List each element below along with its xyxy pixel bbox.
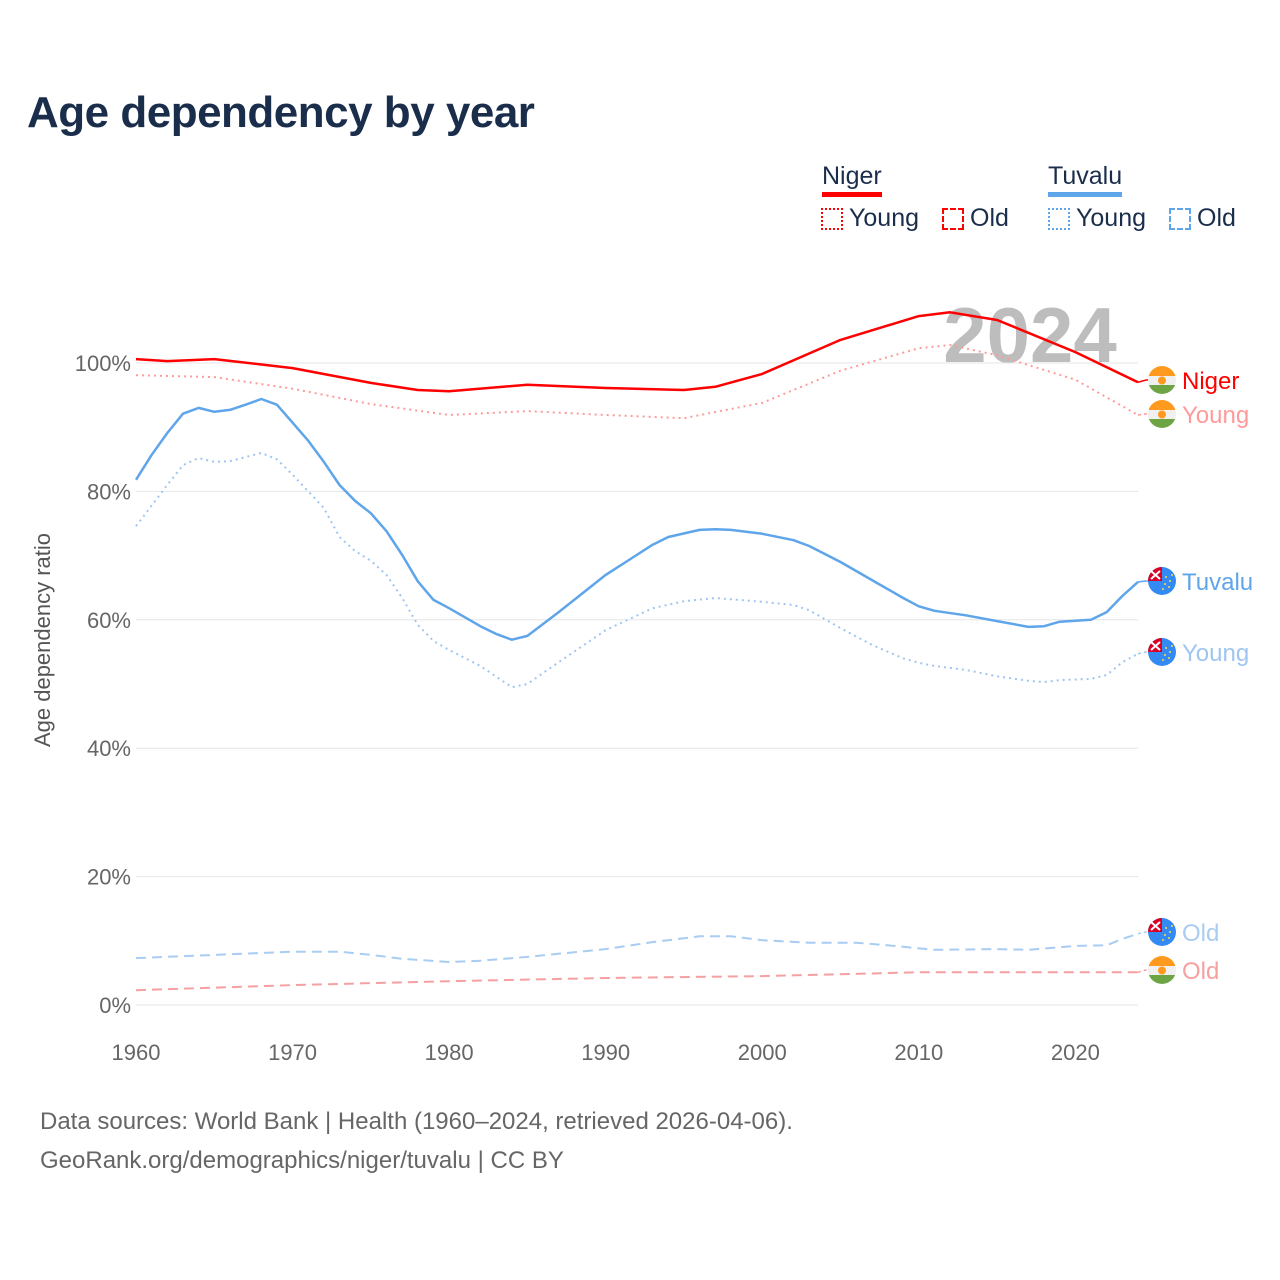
niger-flag-icon [1148,956,1176,984]
flag-sun [1158,966,1166,975]
series-line-niger-old [135,971,1138,992]
legend-label: Old [970,204,1009,232]
legend-label: Old [1197,204,1236,232]
flag-star [1168,937,1170,939]
chart-title: Age dependency by year [27,88,535,137]
x-tick-label: 1960 [112,1040,161,1065]
series-line-tuvalu [134,397,1139,641]
series-line-tuvalu-old [135,932,1139,963]
dotted-swatch-icon [1048,207,1070,230]
flag-stripe [1148,385,1176,394]
flag-star [1169,580,1171,582]
series-line-niger [135,311,1139,393]
flag-star [1165,647,1167,649]
x-tick-label: 1970 [268,1040,317,1065]
niger-flag-icon [1148,366,1176,394]
series-end-label: Niger [1182,368,1239,395]
flag-sun [1158,410,1166,419]
flag-star [1162,588,1164,590]
flag-star [1171,574,1173,576]
flag-star [1168,657,1170,659]
flag-stripe [1148,400,1176,410]
series-end-label: Old [1182,920,1219,947]
label-connector [1137,651,1150,655]
legend-tuvalu-label: Tuvalu [1048,162,1123,190]
footer-sources: Data sources: World Bank | Health (1960–… [40,1108,793,1135]
flag-star [1162,939,1164,941]
flag-star [1171,925,1173,927]
flag-star [1165,927,1167,929]
series-end-label: Young [1182,402,1249,429]
legend-tuvalu[interactable]: Tuvalu [1048,162,1123,198]
flag-star [1169,931,1171,933]
flag-cross [1150,921,1161,931]
y-tick-label: 100% [75,351,131,376]
y-tick-label: 40% [87,736,131,761]
legend-label: Young [1076,204,1146,232]
tuvalu-flag-icon [1148,638,1176,666]
year-watermark: 2024 [943,291,1117,379]
flag-star [1168,586,1170,588]
x-tick-label: 2020 [1051,1040,1100,1065]
flag-sun [1158,376,1166,385]
series-end-label: Old [1182,958,1219,985]
legend-niger-old[interactable]: Old [942,204,1009,233]
flag-star [1169,651,1171,653]
flag-body [1148,400,1176,428]
series-end-label: Tuvalu [1182,569,1253,596]
flag-stripe [1148,419,1176,428]
y-axis-label: Age dependency ratio [30,533,55,747]
niger-flag-icon [1148,400,1176,428]
legend-tuvalu-young[interactable]: Young [1048,204,1146,233]
y-tick-label: 0% [99,993,131,1018]
legend-niger-label: Niger [822,162,882,190]
flag-body [1148,366,1176,394]
label-connector [1137,969,1150,973]
label-connector [1137,413,1150,416]
y-tick-label: 20% [87,865,131,890]
footer-link[interactable]: GeoRank.org/demographics/niger/tuvalu | … [40,1147,564,1174]
x-tick-label: 2000 [738,1040,787,1065]
flag-star [1164,654,1166,656]
flag-star [1171,645,1173,647]
tuvalu-flag-icon [1148,918,1176,946]
flag-cross [1150,570,1161,580]
y-tick-label: 80% [87,479,131,504]
x-tick-label: 1980 [425,1040,474,1065]
dashed-swatch-icon [942,207,964,230]
legend-niger-young[interactable]: Young [821,204,919,233]
flag-stripe [1148,366,1176,376]
x-tick-label: 2010 [894,1040,943,1065]
label-connector [1137,931,1150,935]
legend-label: Young [849,204,919,232]
flag-body [1148,956,1176,984]
flag-star [1164,934,1166,936]
flag-star [1165,576,1167,578]
flag-stripe [1148,956,1176,966]
dotted-swatch-icon [821,207,843,230]
series-end-label: Young [1182,640,1249,667]
legend-tuvalu-swatch [1048,192,1123,197]
legend-tuvalu-old[interactable]: Old [1169,204,1236,233]
dashed-swatch-icon [1169,207,1191,230]
flag-stripe [1148,975,1176,984]
flag-star [1162,659,1164,661]
flag-cross [1150,641,1161,651]
flag-star [1164,583,1166,585]
tuvalu-flag-icon [1148,567,1176,595]
series-line-tuvalu-young [135,451,1139,689]
x-tick-label: 1990 [581,1040,630,1065]
legend-niger[interactable]: Niger [822,162,882,198]
y-tick-label: 60% [87,608,131,633]
legend-niger-swatch [822,192,882,197]
